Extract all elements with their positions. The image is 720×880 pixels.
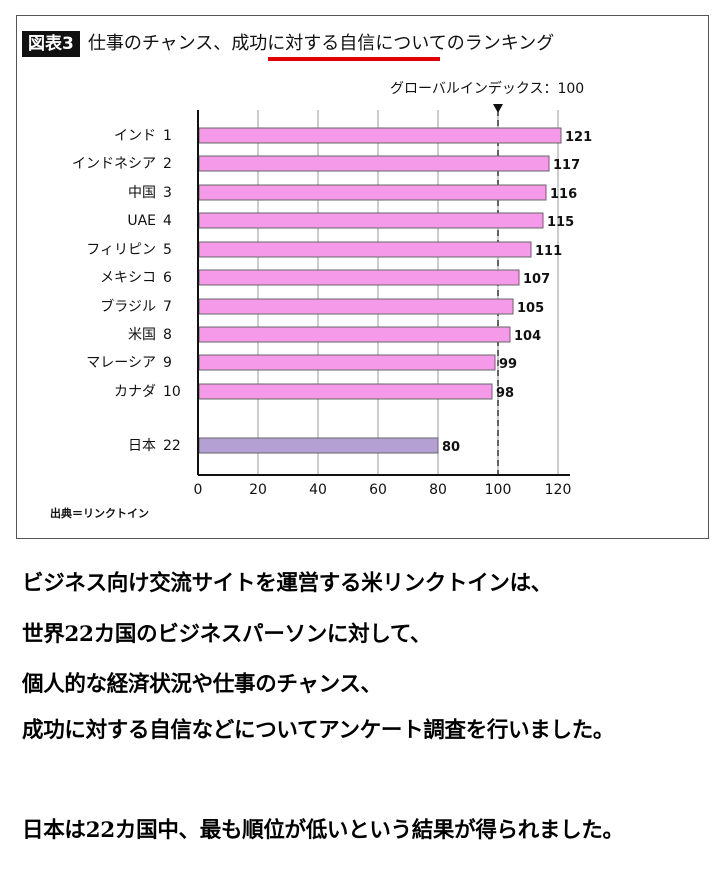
title-prefix: 仕事のチャンス、 xyxy=(87,33,232,54)
body-line-4: 成功に対する自信などについてアンケート調査を行いました。 xyxy=(22,718,615,743)
bar xyxy=(198,437,439,454)
bar xyxy=(198,155,550,172)
title-suffix: についてのランキング xyxy=(375,33,555,54)
rank-label: 2 xyxy=(163,156,172,172)
data-label: 105 xyxy=(517,301,544,316)
body-line-2: 世界22カ国のビジネスパーソンに対して、 xyxy=(22,622,432,647)
figure-label: 図表3 xyxy=(22,31,80,57)
body-line-3: 個人的な経済状況や仕事のチャンス、 xyxy=(22,672,382,697)
reference-marker xyxy=(493,104,503,113)
bar-chart: グローバルインデックス：100 インド 1 121 インドネシア 2 117 中国 3 116 UA… xyxy=(50,80,592,520)
chart-title: 仕事のチャンス、成功に対する自信についてのランキング xyxy=(88,32,554,56)
rank-label: 4 xyxy=(163,213,172,229)
bar xyxy=(198,241,532,258)
source-note: 出典＝リンクトイン xyxy=(50,506,149,520)
rank-label: 7 xyxy=(163,299,172,315)
category-label: カナダ xyxy=(114,384,156,400)
rank-label: 3 xyxy=(163,185,172,201)
bar xyxy=(198,184,547,201)
x-tick-label: 100 xyxy=(485,482,512,498)
category-label: 中国 xyxy=(128,185,156,201)
data-label: 117 xyxy=(553,158,580,173)
rank-label: 5 xyxy=(163,242,172,258)
bar xyxy=(198,212,544,229)
data-label: 121 xyxy=(565,130,592,145)
reference-line-label: グローバルインデックス：100 xyxy=(390,80,584,97)
category-label: インド xyxy=(114,128,156,144)
category-label: メキシコ xyxy=(100,270,156,286)
data-label: 99 xyxy=(499,357,517,372)
category-label: インドネシア xyxy=(72,156,156,172)
category-label: 米国 xyxy=(128,327,156,343)
bar xyxy=(198,383,493,400)
category-label: 日本 xyxy=(128,438,156,454)
data-label: 116 xyxy=(550,187,577,202)
data-label: 98 xyxy=(496,386,514,401)
rank-label: 9 xyxy=(163,355,172,371)
bar xyxy=(198,326,511,343)
body-line-5: 日本は22カ国中、最も順位が低いという結果が得られました。 xyxy=(22,818,624,843)
title-emphasis: 成功に対する自信 xyxy=(231,33,376,54)
rank-label: 6 xyxy=(163,270,172,286)
category-label: フィリピン xyxy=(86,242,156,258)
data-label: 104 xyxy=(514,329,541,344)
x-tick-label: 120 xyxy=(545,482,572,498)
x-tick-label: 80 xyxy=(429,482,447,498)
rank-label: 1 xyxy=(163,128,172,144)
bar xyxy=(198,298,514,315)
data-label: 107 xyxy=(523,272,550,287)
bar xyxy=(198,354,496,371)
title-emphasis-underline xyxy=(268,57,440,61)
category-label: UAE xyxy=(127,213,156,229)
rank-label: 8 xyxy=(163,327,172,343)
data-label: 115 xyxy=(547,215,574,230)
body-line-1: ビジネス向け交流サイトを運営する米リンクトインは、 xyxy=(22,571,553,596)
category-label: マレーシア xyxy=(86,355,156,371)
x-tick-label: 0 xyxy=(194,482,203,498)
x-tick-label: 20 xyxy=(249,482,267,498)
category-label: ブラジル xyxy=(100,298,156,315)
x-tick-label: 60 xyxy=(369,482,387,498)
bar xyxy=(198,269,520,286)
bar xyxy=(198,127,562,144)
rank-label: 22 xyxy=(163,438,181,454)
rank-label: 10 xyxy=(163,384,181,400)
x-tick-label: 40 xyxy=(309,482,327,498)
data-label: 111 xyxy=(535,244,562,259)
chart-title-row: 図表3 仕事のチャンス、成功に対する自信についてのランキング xyxy=(22,30,554,58)
data-label: 80 xyxy=(442,440,460,455)
